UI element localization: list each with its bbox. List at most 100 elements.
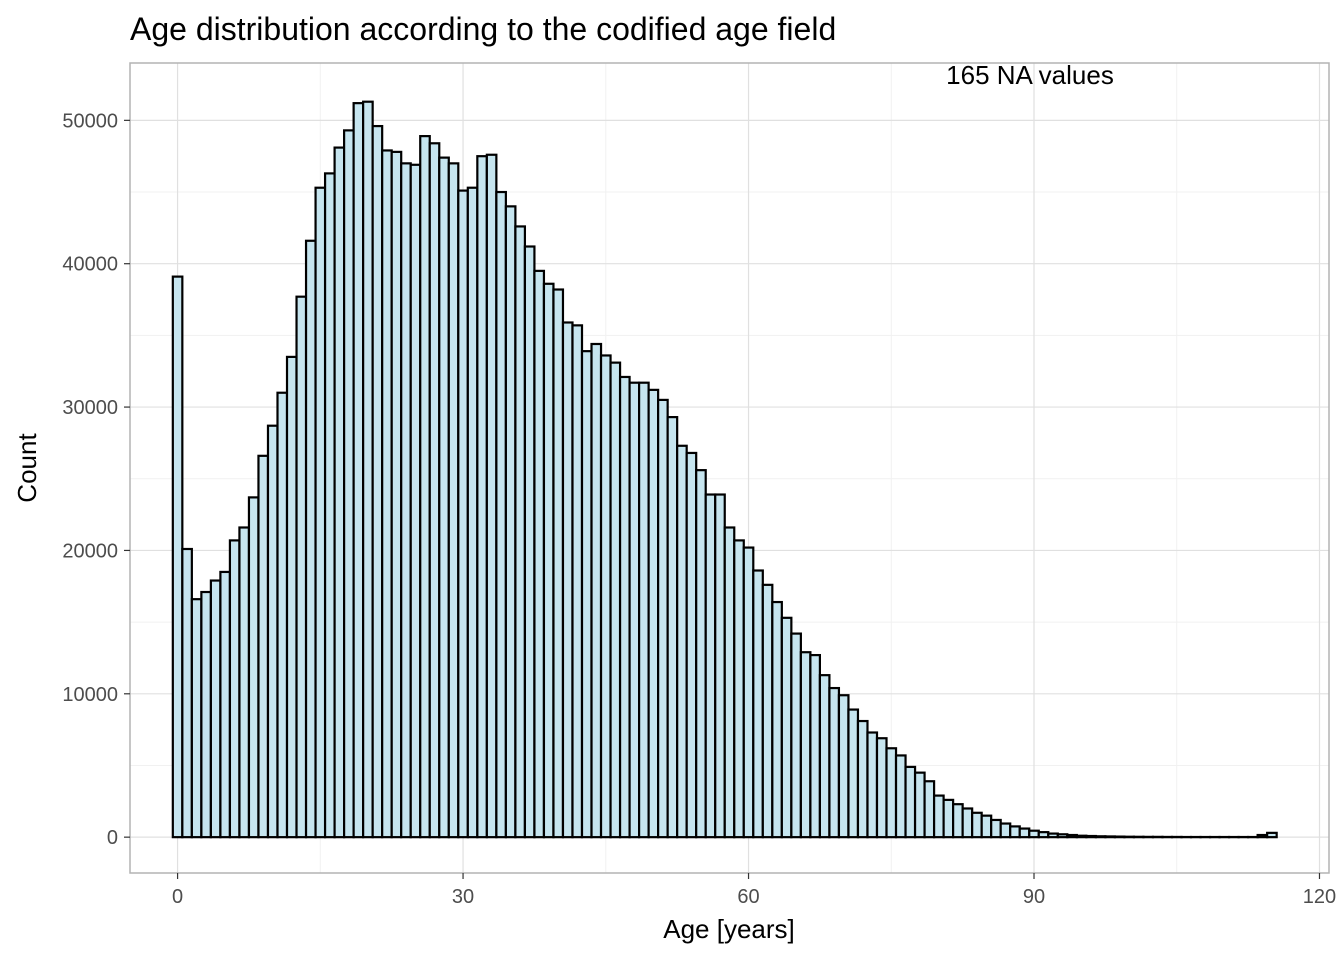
y-tick-label: 0 bbox=[107, 827, 118, 849]
histogram-bar bbox=[704, 493, 717, 839]
histogram-bar bbox=[837, 694, 850, 839]
histogram-bar bbox=[381, 149, 393, 839]
histogram-bar bbox=[276, 391, 289, 839]
x-tick-label: 90 bbox=[1023, 886, 1045, 908]
histogram-bar bbox=[1056, 833, 1069, 839]
histogram-bar bbox=[238, 526, 251, 839]
histogram-bar bbox=[1075, 834, 1088, 839]
x-axis-title: Age [years] bbox=[663, 914, 795, 944]
histogram-bar bbox=[799, 651, 812, 839]
y-tick-label: 10000 bbox=[62, 684, 118, 706]
histogram-bar bbox=[875, 737, 888, 839]
histogram-bar bbox=[1085, 834, 1097, 839]
histogram-bar bbox=[952, 803, 964, 839]
histogram-bar bbox=[371, 124, 384, 839]
histogram-bar bbox=[257, 454, 270, 839]
histogram-bar bbox=[904, 765, 917, 839]
histogram-bar bbox=[866, 731, 879, 839]
histogram-bar bbox=[561, 321, 574, 839]
histogram-bar bbox=[771, 600, 783, 839]
histogram-bar bbox=[1018, 827, 1031, 839]
histogram-bar bbox=[971, 811, 983, 839]
histogram-bar bbox=[942, 798, 955, 839]
histogram-bar bbox=[1113, 835, 1126, 839]
histogram-bar bbox=[352, 102, 365, 839]
histogram-bar bbox=[476, 155, 488, 839]
histogram-bars bbox=[171, 100, 1278, 839]
histogram-bar bbox=[333, 146, 346, 839]
histogram-bar bbox=[961, 807, 974, 839]
histogram-bar bbox=[485, 153, 498, 839]
x-tick-label: 60 bbox=[737, 886, 759, 908]
histogram-bar bbox=[438, 156, 450, 839]
histogram-bar bbox=[723, 526, 736, 839]
histogram-bar bbox=[219, 570, 232, 839]
histogram-bar bbox=[190, 598, 203, 839]
histogram-bar bbox=[523, 245, 536, 839]
histogram-bar bbox=[228, 539, 241, 839]
histogram-bar bbox=[181, 547, 193, 839]
histogram-bar bbox=[885, 747, 898, 839]
histogram-bar bbox=[847, 708, 860, 839]
histogram-bar bbox=[923, 780, 936, 839]
y-tick-label: 20000 bbox=[62, 540, 118, 562]
y-tick-label: 40000 bbox=[62, 254, 118, 276]
x-tick-label: 120 bbox=[1303, 886, 1336, 908]
x-tick-label: 30 bbox=[452, 886, 474, 908]
histogram-bar bbox=[790, 632, 802, 839]
histogram-bar bbox=[552, 288, 565, 839]
histogram-bar bbox=[733, 539, 745, 839]
histogram-bar bbox=[742, 546, 755, 839]
y-axis-ticks: 0 10000 20000 30000 40000 50000 bbox=[62, 110, 130, 849]
x-axis-ticks: 0 30 60 90 120 bbox=[172, 873, 1336, 908]
histogram-bar bbox=[894, 754, 907, 839]
histogram-bar bbox=[599, 354, 612, 839]
histogram-bar bbox=[1094, 835, 1107, 839]
histogram-bar bbox=[780, 616, 793, 839]
histogram-bar bbox=[1066, 833, 1078, 839]
histogram-bar bbox=[818, 674, 831, 839]
histogram-bar bbox=[1009, 825, 1021, 839]
panel-border bbox=[129, 62, 1330, 874]
histogram-bar bbox=[590, 342, 603, 839]
histogram-bar bbox=[618, 375, 631, 839]
histogram-bar bbox=[1256, 833, 1269, 839]
histogram-bar bbox=[676, 444, 688, 839]
histogram-bar bbox=[647, 388, 660, 839]
histogram-bar bbox=[990, 818, 1002, 839]
histogram-bar bbox=[761, 583, 774, 839]
histogram-bar bbox=[999, 822, 1012, 839]
histogram-bar bbox=[409, 163, 422, 839]
histogram-bar bbox=[504, 205, 517, 839]
histogram-bar bbox=[1047, 832, 1059, 839]
histogram-bar bbox=[913, 771, 926, 839]
histogram-bar bbox=[266, 424, 279, 839]
histogram-bar bbox=[323, 172, 336, 839]
histogram-bar bbox=[390, 150, 403, 839]
histogram-bar bbox=[457, 189, 469, 839]
histogram-bar bbox=[932, 794, 945, 839]
histogram-bar bbox=[200, 590, 212, 839]
histogram-bar bbox=[714, 493, 726, 839]
histogram-bar bbox=[609, 361, 622, 839]
histogram-bar bbox=[419, 135, 431, 839]
histogram-bar bbox=[666, 416, 679, 839]
x-tick-label: 0 bbox=[172, 886, 183, 908]
y-tick-label: 30000 bbox=[62, 397, 118, 419]
histogram-bar bbox=[580, 350, 593, 839]
histogram-bar bbox=[514, 225, 527, 839]
histogram-bar bbox=[571, 324, 584, 839]
histogram-bar bbox=[628, 381, 641, 839]
histogram-bar bbox=[685, 451, 698, 839]
histogram-bar bbox=[428, 142, 441, 839]
y-tick-label: 50000 bbox=[62, 110, 118, 132]
histogram-bar bbox=[1037, 831, 1050, 839]
histogram-bar bbox=[209, 579, 222, 839]
histogram-bar bbox=[1266, 831, 1278, 839]
histogram-bar bbox=[856, 719, 869, 839]
histogram-bar bbox=[304, 239, 317, 839]
histogram-bar bbox=[1028, 829, 1040, 839]
histogram-bar bbox=[295, 295, 308, 839]
histogram-bar bbox=[657, 398, 669, 839]
